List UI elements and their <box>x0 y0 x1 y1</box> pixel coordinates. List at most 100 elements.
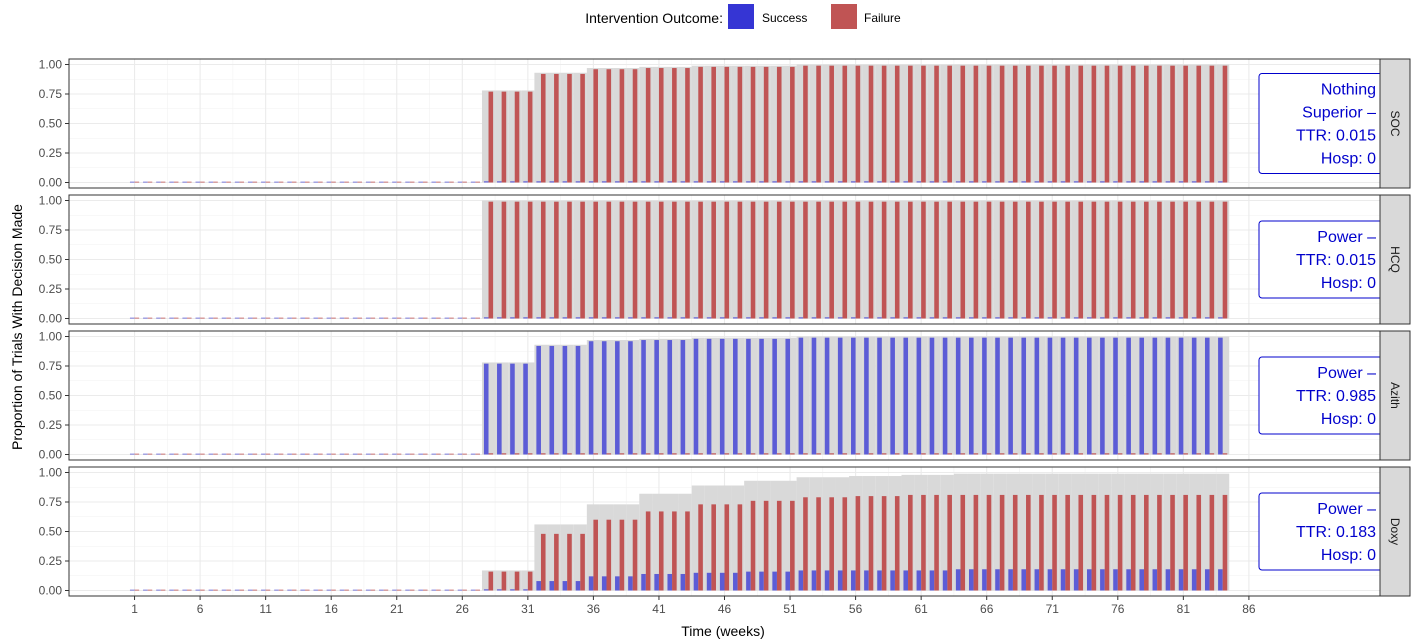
success-bar <box>352 453 358 455</box>
failure-bar <box>173 589 179 591</box>
success-bar <box>392 453 397 455</box>
success-bar <box>706 317 712 319</box>
success-bar <box>208 181 214 183</box>
success-bar <box>1008 569 1013 591</box>
success-bar <box>969 569 974 591</box>
failure-bar <box>1012 494 1018 591</box>
failure-bar <box>1209 65 1215 183</box>
success-bar <box>746 338 751 455</box>
failure-bar <box>304 181 310 183</box>
success-bar <box>392 589 397 591</box>
success-bar <box>444 317 450 319</box>
failure-bar <box>658 511 664 591</box>
success-bar <box>890 570 895 591</box>
success-bar <box>313 181 319 183</box>
success-bar <box>719 572 725 591</box>
failure-bar <box>960 65 966 183</box>
success-bar <box>247 453 253 455</box>
failure-bar <box>724 453 730 455</box>
failure-bar <box>1065 494 1070 591</box>
success-bar <box>759 317 764 319</box>
annotation-line: TTR: 0.183 <box>1296 524 1376 541</box>
success-bar <box>300 589 305 591</box>
failure-bar <box>540 73 546 183</box>
success-bar <box>274 589 279 591</box>
failure-bar <box>737 66 743 183</box>
y-tick-label: 0.50 <box>39 525 63 539</box>
x-axis-title: Time (weeks) <box>681 623 765 639</box>
failure-bar <box>908 201 913 319</box>
failure-bar <box>200 317 205 319</box>
success-bar <box>365 589 371 591</box>
success-bar <box>1126 569 1131 591</box>
success-bar <box>287 181 292 183</box>
success-bar <box>1034 337 1040 455</box>
success-bar <box>483 317 489 319</box>
success-bar <box>1060 181 1066 183</box>
failure-bar <box>1039 494 1044 591</box>
failure-bar <box>226 453 231 455</box>
success-bar <box>942 317 948 319</box>
success-bar <box>143 453 148 455</box>
success-bar <box>287 589 292 591</box>
failure-bar <box>1117 453 1123 455</box>
failure-bar <box>318 317 323 319</box>
failure-bar <box>763 500 769 591</box>
failure-bar <box>436 317 441 319</box>
failure-bar <box>645 201 651 319</box>
success-bar <box>470 181 476 183</box>
success-bar <box>1178 181 1184 183</box>
success-bar <box>470 317 476 319</box>
failure-bar <box>422 317 428 319</box>
failure-bar <box>160 181 166 183</box>
success-bar <box>877 317 882 319</box>
failure-bar <box>147 317 153 319</box>
success-bar <box>1218 569 1223 591</box>
failure-bar <box>894 201 900 319</box>
success-bar <box>261 453 266 455</box>
failure-bar <box>396 453 402 455</box>
success-bar <box>588 341 594 455</box>
failure-bar <box>1196 453 1202 455</box>
failure-bar <box>1209 201 1215 319</box>
success-bar <box>457 317 463 319</box>
success-bar <box>379 589 384 591</box>
facet-panel-doxy: Power – TTR: 0.183 Hosp: 0 Doxy 0.00 0.25 0.50… <box>39 466 1411 598</box>
failure-bar <box>422 453 428 455</box>
success-bar <box>1165 317 1171 319</box>
failure-bar <box>606 453 612 455</box>
success-bar <box>588 576 594 591</box>
failure-bar <box>842 65 848 183</box>
failure-bar <box>868 65 874 183</box>
failure-bar <box>252 181 258 183</box>
success-bar <box>759 181 764 183</box>
failure-bar <box>383 317 389 319</box>
success-bar <box>1060 337 1066 455</box>
failure-bar <box>750 453 756 455</box>
success-bar <box>654 340 659 455</box>
failure-bar <box>1039 65 1044 183</box>
success-bar <box>234 181 240 183</box>
failure-bar <box>1117 494 1123 591</box>
failure-bar <box>632 453 638 455</box>
x-tick-label: 16 <box>325 602 339 616</box>
success-bar <box>615 181 620 183</box>
success-bar <box>575 581 581 591</box>
failure-bar <box>186 453 192 455</box>
success-bar <box>1126 337 1131 455</box>
failure-bar <box>986 453 992 455</box>
failure-bar <box>645 68 651 183</box>
failure-bar <box>1012 201 1018 319</box>
y-tick-label: 1.00 <box>39 330 63 344</box>
success-bar <box>326 453 332 455</box>
success-bar <box>156 589 161 591</box>
failure-bar <box>1052 65 1057 183</box>
success-bar <box>1021 569 1027 591</box>
failure-bar <box>147 453 153 455</box>
success-bar <box>601 181 607 183</box>
success-bar <box>1126 317 1131 319</box>
failure-bar <box>685 511 690 591</box>
failure-bar <box>763 453 769 455</box>
failure-bar <box>1130 494 1136 591</box>
failure-bar <box>1157 453 1162 455</box>
